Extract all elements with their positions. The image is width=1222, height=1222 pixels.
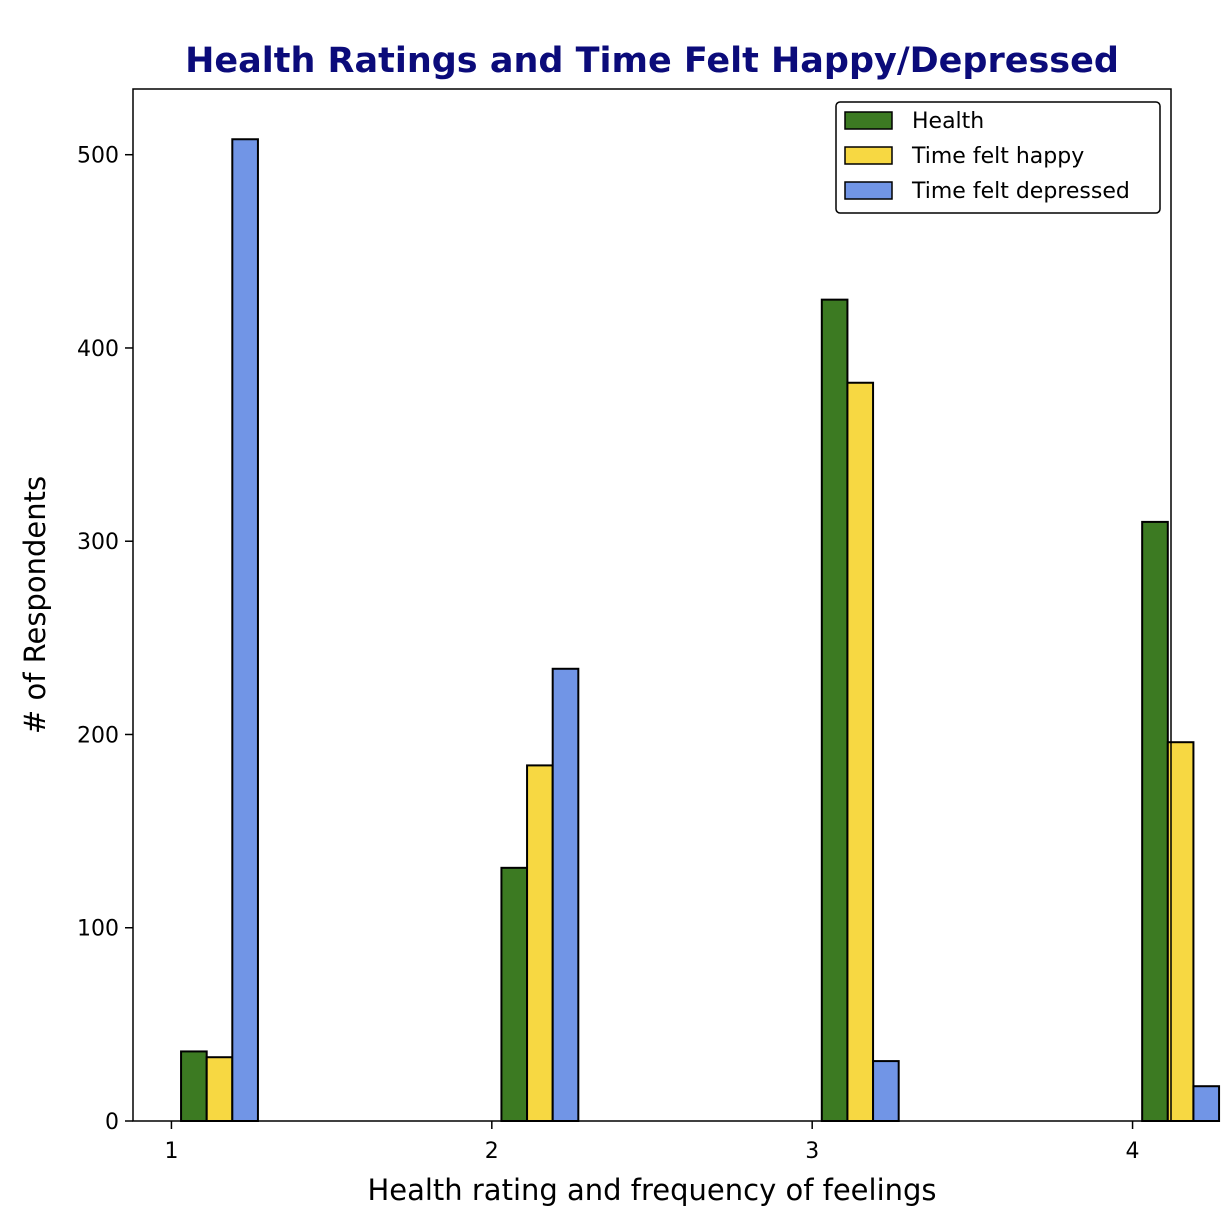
legend-label: Health: [912, 109, 984, 134]
x-axis-label: Health rating and frequency of feelings: [367, 1173, 936, 1207]
y-tick-label: 100: [77, 917, 119, 942]
y-axis-label: # of Respondents: [18, 476, 52, 734]
bar-series-1-category-3: [846, 381, 875, 1122]
bar-series-2-category-2: [551, 667, 580, 1123]
ticks-layer: 1 2 3 4 0 100 200 300 400 500: [77, 144, 1140, 1164]
legend-swatch: [844, 111, 893, 130]
bar-series-0-category-1: [180, 1050, 208, 1123]
bar-series-1-category-1: [205, 1056, 234, 1122]
y-tick-label: 300: [77, 530, 119, 555]
legend-swatch: [844, 146, 893, 165]
bars-layer: [180, 138, 1221, 1123]
bar-series-1-category-2: [526, 764, 554, 1123]
legend-frame: [835, 101, 1161, 214]
x-tick-label: 4: [1126, 1139, 1140, 1164]
x-tick-label: 2: [485, 1139, 499, 1164]
bar-series-0-category-2: [500, 866, 529, 1123]
y-tick-label: 500: [77, 144, 119, 169]
bar-series-0-category-4: [1141, 520, 1169, 1122]
y-tick-label: 0: [105, 1110, 119, 1135]
legend-label: Time felt happy: [911, 144, 1084, 169]
bar-series-0-category-3: [820, 298, 849, 1122]
x-tick-label: 3: [805, 1139, 819, 1164]
bar-series-1-category-4: [1166, 741, 1195, 1123]
legend-label: Time felt depressed: [911, 179, 1130, 204]
y-tick-label: 200: [77, 723, 119, 748]
y-tick-label: 400: [77, 337, 119, 362]
x-tick-label: 1: [164, 1139, 178, 1164]
legend-items: Health Time felt happy Time felt depressed: [844, 109, 1130, 204]
bar-series-2-category-3: [872, 1060, 900, 1122]
chart-title: Health Ratings and Time Felt Happy/Depre…: [185, 41, 1119, 81]
plot-frame: [132, 88, 1172, 1122]
bar-series-2-category-4: [1192, 1085, 1221, 1122]
legend: Health Time felt happy Time felt depressed: [835, 101, 1161, 214]
legend-swatch: [844, 181, 893, 200]
bar-series-2-category-1: [231, 138, 259, 1122]
